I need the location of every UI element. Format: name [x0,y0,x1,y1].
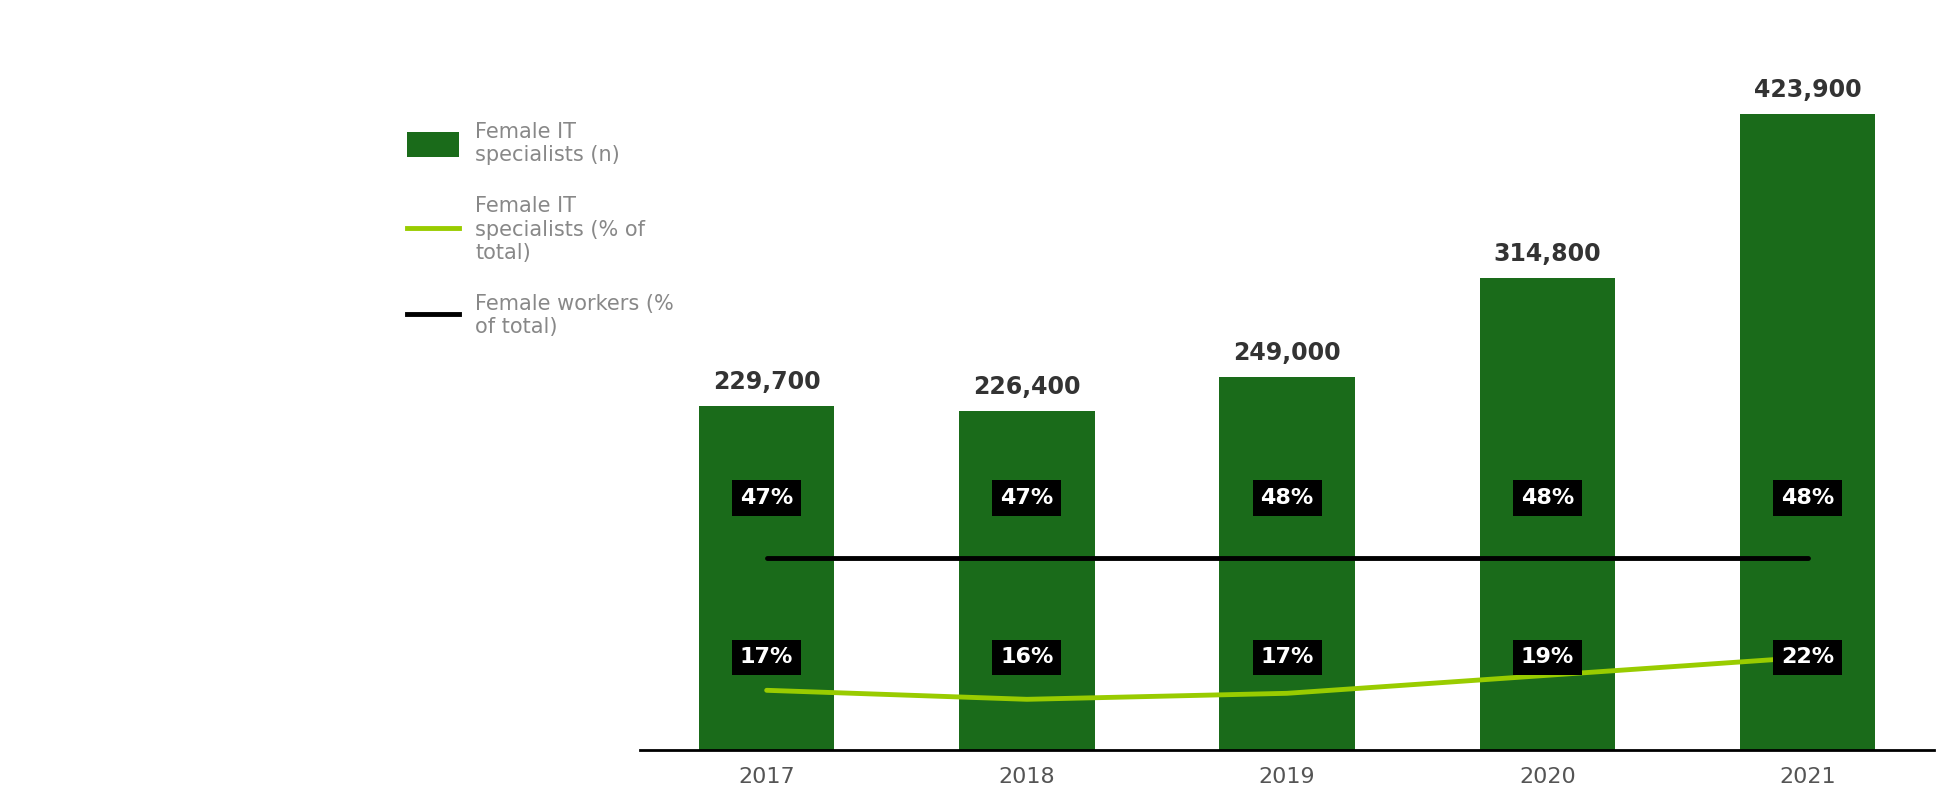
Bar [1479,278,1615,751]
Text: 17%: 17% [1260,647,1313,667]
Text: 423,900: 423,900 [1753,78,1860,102]
Legend: Female IT
specialists (n), Female IT
specialists (% of
total), Female workers (%: Female IT specialists (n), Female IT spe… [397,114,682,346]
Bar [958,411,1095,751]
Text: 48%: 48% [1260,488,1313,508]
Text: 229,700: 229,700 [713,370,820,394]
Bar [1219,377,1354,751]
Text: 314,800: 314,800 [1492,242,1601,266]
Text: 249,000: 249,000 [1233,341,1340,365]
Bar [699,406,834,751]
Bar [1740,114,1874,751]
Text: 16%: 16% [999,647,1054,667]
Text: 17%: 17% [740,647,793,667]
Text: 226,400: 226,400 [972,375,1079,399]
Text: 22%: 22% [1780,647,1833,667]
Text: 47%: 47% [999,488,1054,508]
Text: 19%: 19% [1519,647,1574,667]
Text: 48%: 48% [1519,488,1574,508]
Text: 47%: 47% [740,488,793,508]
Text: 48%: 48% [1780,488,1833,508]
